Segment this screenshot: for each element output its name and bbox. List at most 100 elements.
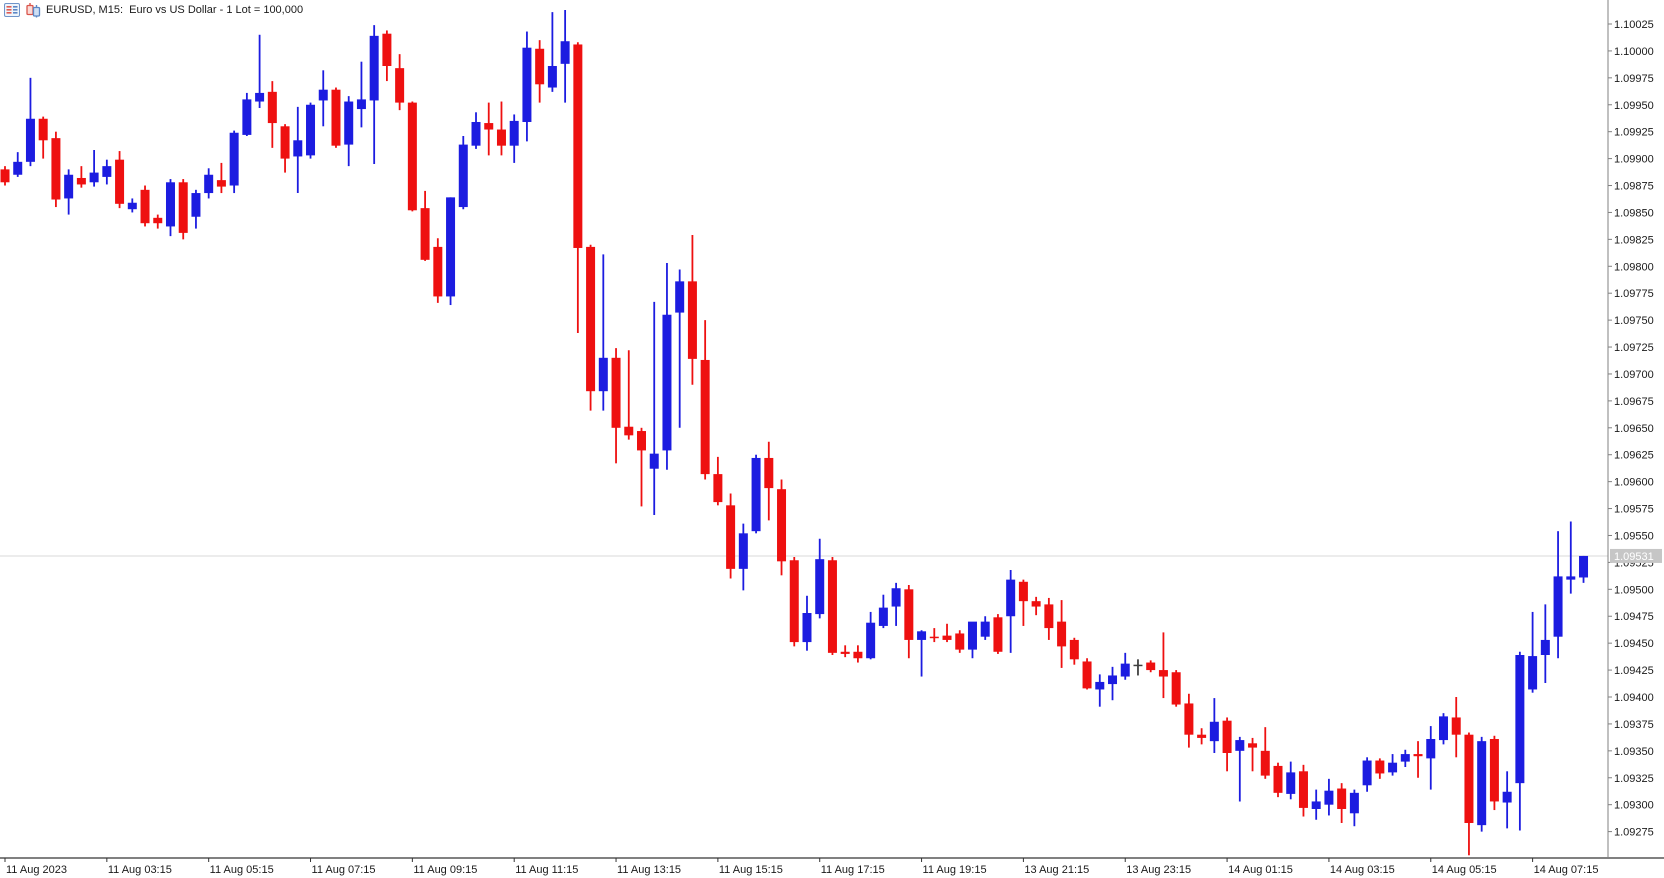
candle[interactable] [331, 87, 341, 148]
candle[interactable] [1515, 651, 1525, 831]
candle[interactable] [726, 493, 736, 579]
candle[interactable] [25, 77, 35, 167]
candle[interactable] [942, 623, 952, 643]
candle[interactable] [1426, 726, 1436, 790]
candle[interactable] [1069, 637, 1079, 665]
candle[interactable] [1286, 761, 1296, 800]
candle[interactable] [1082, 658, 1092, 690]
candles-layer[interactable] [0, 10, 1589, 856]
candle[interactable] [522, 31, 532, 142]
candle[interactable] [535, 40, 545, 103]
candle[interactable] [178, 179, 188, 240]
candle[interactable] [140, 185, 150, 227]
candle[interactable] [13, 152, 23, 177]
candle[interactable] [1566, 521, 1576, 594]
candle[interactable] [853, 645, 863, 663]
candle[interactable] [229, 130, 239, 194]
candle[interactable] [624, 350, 634, 440]
candle[interactable] [560, 10, 570, 103]
candle[interactable] [51, 131, 61, 208]
candle[interactable] [1477, 736, 1487, 832]
candle[interactable] [127, 198, 137, 213]
candle[interactable] [369, 25, 379, 164]
candle[interactable] [662, 263, 672, 470]
candle[interactable] [1298, 764, 1308, 817]
candle[interactable] [891, 582, 901, 626]
candle[interactable] [815, 538, 825, 619]
candle[interactable] [76, 166, 86, 188]
candle[interactable] [1209, 698, 1219, 753]
candle[interactable] [1528, 611, 1538, 693]
candle[interactable] [866, 611, 876, 660]
candle[interactable] [1031, 596, 1041, 616]
candle[interactable] [980, 616, 990, 640]
candle[interactable] [637, 427, 646, 507]
candle[interactable] [967, 621, 977, 659]
candle[interactable] [1502, 771, 1512, 829]
candle[interactable] [509, 114, 519, 163]
candle[interactable] [1273, 762, 1283, 798]
candle[interactable] [1235, 736, 1245, 802]
candle[interactable] [700, 320, 710, 480]
candle[interactable] [675, 269, 685, 428]
candle[interactable] [395, 54, 405, 111]
candle[interactable] [1146, 660, 1156, 673]
candle[interactable] [1388, 754, 1398, 776]
candle[interactable] [1451, 697, 1461, 758]
candle[interactable] [433, 238, 443, 303]
candle[interactable] [38, 116, 48, 159]
candle[interactable] [789, 557, 799, 647]
candle[interactable] [1158, 632, 1168, 699]
candle[interactable] [306, 102, 316, 159]
candle[interactable] [280, 124, 290, 173]
candle[interactable] [318, 70, 328, 127]
candle[interactable] [827, 557, 837, 656]
candle[interactable] [878, 594, 888, 629]
candle[interactable] [484, 102, 494, 156]
candle[interactable] [1044, 597, 1054, 640]
candle[interactable] [840, 645, 850, 658]
candle[interactable] [1057, 600, 1067, 668]
candle[interactable] [1197, 728, 1207, 745]
candle[interactable] [420, 190, 430, 261]
candle[interactable] [344, 96, 354, 167]
candle[interactable] [713, 456, 723, 506]
candle[interactable] [1375, 758, 1385, 779]
candle[interactable] [1108, 666, 1118, 701]
candle[interactable] [1362, 757, 1372, 792]
candle[interactable] [471, 112, 481, 149]
candle[interactable] [153, 214, 163, 229]
candle[interactable] [165, 179, 175, 237]
candle[interactable] [1006, 569, 1016, 653]
candle[interactable] [751, 454, 761, 534]
candle[interactable] [598, 254, 608, 411]
candle[interactable] [1438, 713, 1448, 745]
candle[interactable] [446, 197, 456, 306]
candle[interactable] [1260, 727, 1270, 779]
candle[interactable] [1018, 579, 1028, 626]
candle[interactable] [102, 159, 112, 185]
candle[interactable] [547, 12, 557, 92]
candle[interactable] [1579, 555, 1589, 583]
candle[interactable] [1349, 789, 1359, 827]
candle[interactable] [917, 630, 927, 677]
candle[interactable] [0, 166, 10, 186]
candle[interactable] [1311, 789, 1321, 820]
candle[interactable] [204, 168, 214, 199]
candle[interactable] [496, 101, 506, 156]
candle[interactable] [738, 523, 748, 591]
candle[interactable] [267, 81, 277, 148]
candle[interactable] [1413, 741, 1423, 778]
candle[interactable] [573, 42, 583, 334]
candle[interactable] [802, 595, 812, 651]
candle[interactable] [993, 614, 1003, 654]
candle[interactable] [649, 301, 659, 516]
candle[interactable] [1248, 737, 1258, 772]
candle[interactable] [407, 101, 417, 212]
candle[interactable] [1222, 717, 1232, 772]
candle[interactable] [929, 628, 939, 643]
candle[interactable] [1553, 531, 1563, 659]
candle[interactable] [1540, 604, 1550, 684]
candle[interactable] [904, 585, 914, 659]
